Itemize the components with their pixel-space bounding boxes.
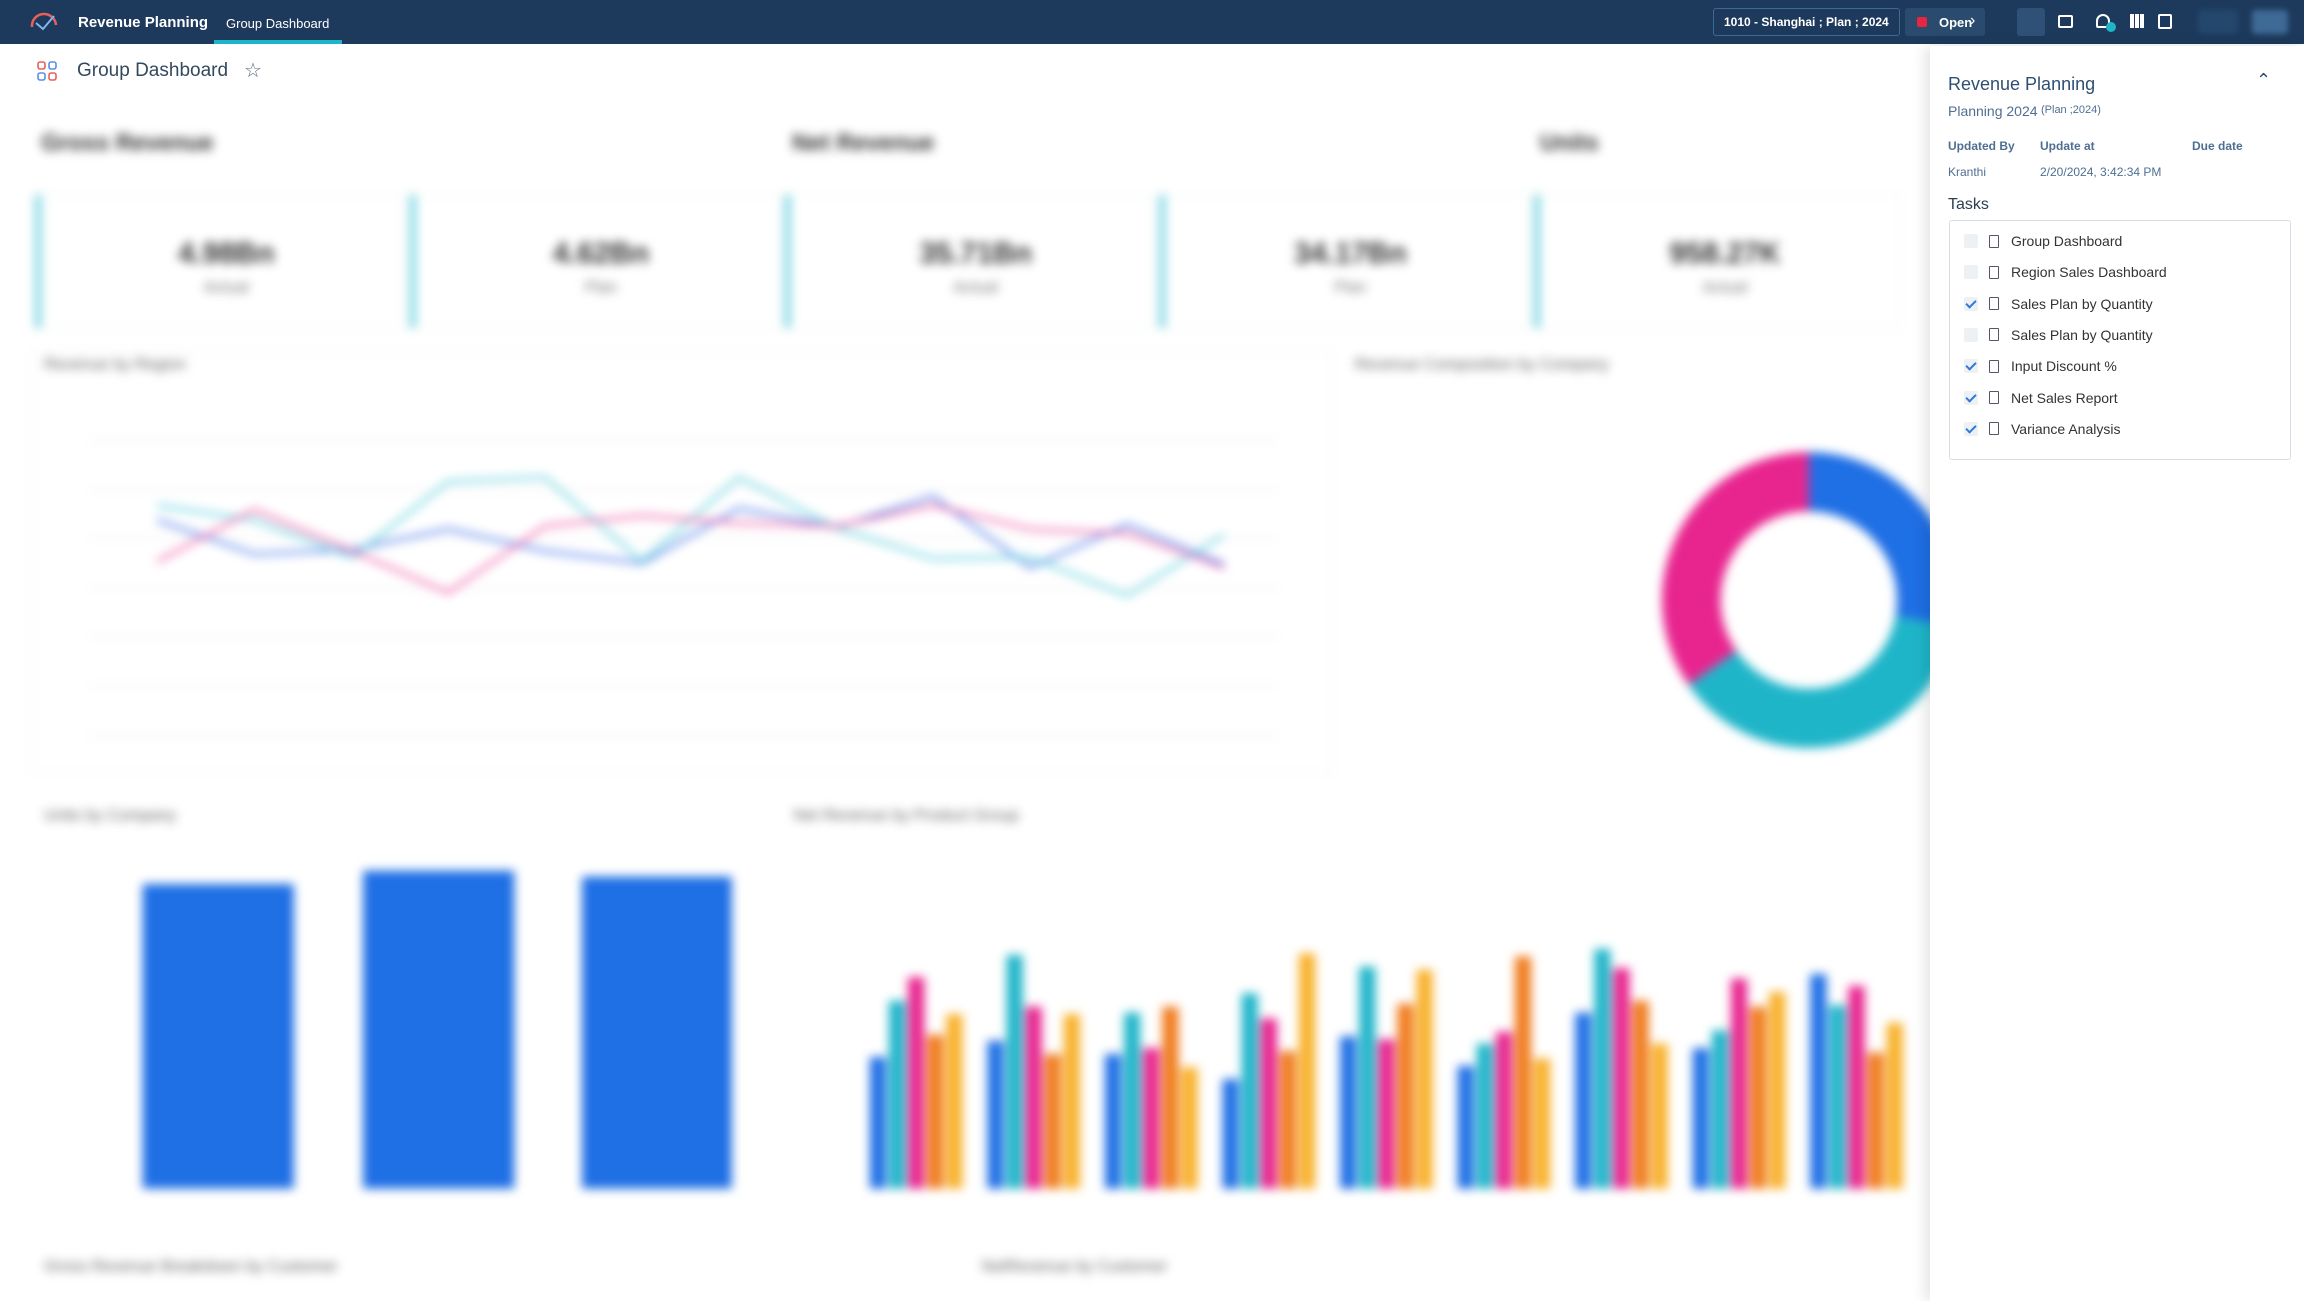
task-checkbox[interactable]: [1964, 296, 1978, 311]
field-label: Due date: [2192, 139, 2243, 153]
svg-text:NetRevenue by Customer: NetRevenue by Customer: [982, 1257, 1168, 1275]
document-icon: [1989, 391, 1999, 404]
task-checkbox[interactable]: [1964, 421, 1978, 436]
task-checkbox[interactable]: [1964, 359, 1978, 374]
context-selector[interactable]: 1010 - Shanghai ; Plan ; 2024: [1713, 8, 1900, 36]
tasks-icon[interactable]: [2017, 8, 2045, 36]
dashboard-icon: [37, 61, 57, 81]
kpi-value: 4.98Bn: [178, 237, 274, 270]
favorite-star[interactable]: ☆: [244, 60, 262, 82]
tab-indicator: [214, 40, 342, 44]
svg-text:Revenue by Region: Revenue by Region: [44, 355, 186, 373]
task-name: Input Discount %: [2011, 358, 2117, 375]
kpi-label: Actual: [204, 278, 249, 296]
field-value: Kranthi: [1948, 165, 1987, 179]
document-icon: [1989, 297, 1999, 311]
field-label: Updated By: [1948, 139, 2015, 153]
panel-title: Revenue Planning: [1948, 74, 2096, 94]
document-icon: [1989, 328, 1999, 342]
kpi-value: 34.17Bn: [1294, 237, 1407, 270]
status-button[interactable]: Open ›: [1905, 8, 1985, 36]
kpi-section-title: Units: [1540, 129, 1599, 155]
task-name: Variance Analysis: [2011, 420, 2121, 437]
app-logo[interactable]: [26, 7, 62, 37]
svg-text:Net Revenue by Product Group: Net Revenue by Product Group: [793, 806, 1018, 824]
task-name: Region Sales Dashboard: [2011, 264, 2167, 281]
notifications-icon[interactable]: [2096, 14, 2110, 28]
kpi-label: Actual: [953, 278, 998, 296]
top-bar: Revenue Planning Group Dashboard 1010 - …: [0, 0, 2304, 44]
kpi-label: Plan: [585, 278, 617, 296]
document-icon: [1989, 234, 1999, 248]
document-icon: [1989, 422, 1999, 436]
task-checkbox[interactable]: [1964, 234, 1978, 248]
kpi-card-accent: [784, 194, 791, 328]
side-panel: Revenue Planning ⌃ Planning 2024 (Plan ;…: [1930, 46, 2304, 1301]
kpi-card: [1533, 194, 1903, 329]
page-title: Group Dashboard: [77, 60, 229, 81]
task-item[interactable]: Sales Plan by Quantity: [1964, 293, 2153, 315]
task-item[interactable]: Sales Plan by Quantity: [1964, 324, 2153, 346]
user-avatar[interactable]: [2198, 10, 2238, 34]
notification-badge: [2106, 22, 2116, 32]
task-item[interactable]: Variance Analysis: [1964, 418, 2120, 440]
document-icon: [1989, 359, 1999, 373]
inbox-icon[interactable]: [2058, 15, 2073, 28]
task-item[interactable]: Input Discount %: [1964, 355, 2117, 377]
task-name: Sales Plan by Quantity: [2011, 326, 2153, 343]
task-item[interactable]: Net Sales Report: [1964, 387, 2118, 409]
kpi-section-title: Gross Revenue: [41, 129, 213, 155]
task-item[interactable]: Region Sales Dashboard: [1964, 261, 2167, 283]
tasks-title: Tasks: [1948, 196, 1989, 213]
kpi-value: 958.27K: [1670, 237, 1782, 270]
svg-text:Gross Revenue Breakdown by Cus: Gross Revenue Breakdown by Customer: [44, 1257, 338, 1275]
task-item[interactable]: Group Dashboard: [1964, 230, 2122, 252]
kpi-value: 35.71Bn: [919, 237, 1032, 270]
kpi-label: Actual: [1703, 278, 1748, 296]
user-menu[interactable]: [2252, 10, 2288, 34]
svg-text:Revenue Composition by Company: Revenue Composition by Company: [1355, 355, 1610, 373]
document-icon: [1989, 265, 1999, 279]
kpi-card: [783, 194, 1153, 329]
kpi-card-accent: [1159, 194, 1166, 328]
tasks-list: Group Dashboard Region Sales Dashboard Sal…: [1949, 220, 2291, 460]
panel-subtitle: Planning 2024: [1948, 103, 2038, 119]
collapse-button[interactable]: ⌃: [2256, 70, 2272, 90]
kpi-card-accent: [1534, 194, 1540, 328]
task-name: Net Sales Report: [2011, 389, 2118, 406]
dashboard-background: Gross Revenue Net Revenue Units 4.98Bn Ac…: [0, 44, 2304, 1301]
apps-icon[interactable]: [2130, 14, 2144, 28]
kpi-label: Plan: [1334, 278, 1366, 296]
help-icon[interactable]: [2158, 14, 2172, 29]
kpi-card-accent: [35, 194, 42, 328]
panel-subtitle-note: (Plan ;2024): [2041, 104, 2101, 116]
kpi-card: [1158, 194, 1528, 329]
svg-text:Units by Company: Units by Company: [44, 806, 177, 824]
field-value: 2/20/2024, 3:42:34 PM: [2040, 165, 2162, 179]
app-title[interactable]: Revenue Planning: [78, 14, 209, 31]
task-checkbox[interactable]: [1964, 265, 1978, 280]
tab[interactable]: Group Dashboard: [226, 16, 330, 31]
task-checkbox[interactable]: [1964, 327, 1978, 342]
kpi-card-accent: [409, 194, 416, 328]
kpi-section-title: Net Revenue: [792, 129, 934, 155]
task-name: Group Dashboard: [2011, 233, 2123, 249]
task-name: Sales Plan by Quantity: [2011, 295, 2153, 312]
task-checkbox[interactable]: [1964, 390, 1978, 405]
field-label: Update at: [2040, 139, 2095, 153]
status-label: Open: [1939, 15, 1973, 30]
kpi-card: [34, 194, 404, 329]
kpi-value: 4.62Bn: [553, 237, 649, 270]
